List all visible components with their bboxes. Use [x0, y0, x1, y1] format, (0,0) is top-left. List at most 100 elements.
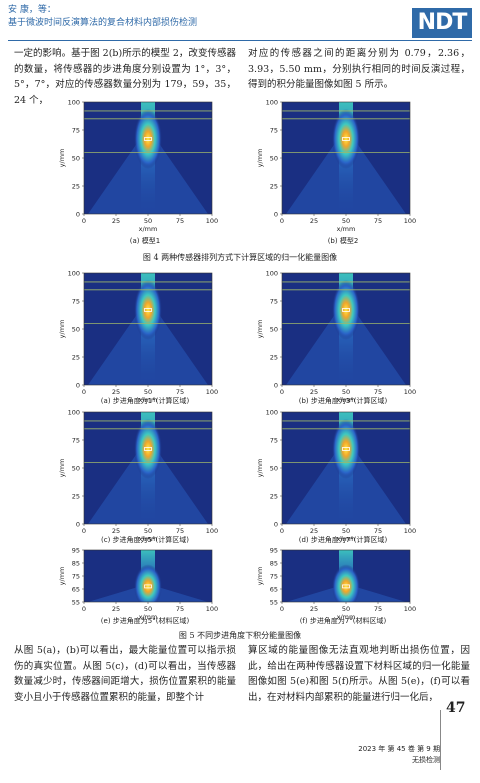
fig5b-ytick-4: 100: [266, 269, 278, 277]
fig5e-damage-marker: [144, 584, 152, 589]
journal-logo: NDT: [412, 8, 472, 38]
fig5a-xtick-3: 75: [176, 388, 184, 396]
fig5c-xtick-3: 75: [176, 527, 184, 535]
fig5b-ytick-0: 0: [274, 381, 278, 389]
fig4a-caption: (a) 模型1: [129, 237, 161, 245]
fig4-caption: 图 4 两种传感器排列方式下计算区域的归一化能量图像: [142, 253, 338, 262]
fig5f-hotspot: [332, 564, 360, 602]
fig4a-ytick-0: 0: [76, 210, 80, 218]
fig5c-xtick-4: 100: [206, 527, 218, 535]
fig5c-damage-marker: [144, 447, 152, 451]
fig5a-ytick-4: 100: [68, 269, 80, 277]
fig4a-ytick-4: 100: [68, 98, 80, 106]
fig4b-cone: [286, 138, 406, 214]
fig4a-xtick-1: 25: [112, 217, 120, 225]
fig5b-xtick-3: 75: [374, 388, 382, 396]
fig5f-ytick-4: 95: [270, 546, 278, 554]
fig5f-ytick-3: 85: [270, 559, 278, 567]
fig5e-plot: 0 25 50 75 100 55 65 75 85 95 x/mm y/mm: [58, 545, 218, 624]
fig4b-plot: 0 25 50 75 100 0 25 50 75 100 x/mm y/mm: [256, 97, 416, 236]
fig5d-xtick-2: 50: [342, 527, 350, 535]
fig5a-ytick-1: 25: [72, 353, 80, 361]
fig5d-xtick-1: 25: [310, 527, 318, 535]
fig5b-xtick-1: 25: [310, 388, 318, 396]
fig4a-ylabel: y/mm: [58, 149, 66, 168]
fig4a-ytick-3: 75: [72, 126, 80, 134]
fig5f-xtick-2: 50: [342, 605, 350, 613]
fig5c-caption: (c) 步进角度为5°(计算区域): [101, 536, 189, 544]
fig5b-plot: 0 25 50 75 100 0 25 50 75 100 x/mm y/mm: [256, 268, 416, 407]
fig5c-ytick-4: 100: [68, 408, 80, 416]
fig5e-xtick-2: 50: [144, 605, 152, 613]
fig5a-damage-marker: [144, 308, 152, 312]
fig4b-ytick-1: 25: [270, 182, 278, 190]
fig4a-xtick-4: 100: [206, 217, 218, 225]
fig5f-ylabel: y/mm: [256, 567, 264, 586]
fig5b-svg: 0 25 50 75 100 0 25 50 75 100 x/mm y/mm: [256, 269, 416, 404]
fig4b-xlabel: x/mm: [337, 225, 356, 233]
fig5b-ytick-1: 25: [270, 353, 278, 361]
fig4b-damage-marker: [342, 137, 350, 141]
fig4a-ytick-2: 50: [72, 154, 80, 162]
bottom-text-left: 从图 5(a)，(b)可以看出，最大能量位置可以指示损伤的真实位置。从图 5(c…: [14, 645, 236, 703]
fig4b-xtick-1: 25: [310, 217, 318, 225]
fig5e-xtick-0: 0: [82, 605, 86, 613]
fig5d-cone: [286, 448, 406, 524]
bottom-text-right: 算区域的能量图像无法直观地判断出损伤位置，因此，给出在两种传感器设置下材料区域的…: [248, 645, 470, 703]
fig5c-xlabel: x/mm: [139, 535, 158, 543]
fig5b-xlabel: x/mm: [337, 396, 356, 404]
fig5a-ytick-0: 0: [76, 381, 80, 389]
fig5d-ytick-2: 50: [270, 464, 278, 472]
fig4b-ytick-2: 50: [270, 154, 278, 162]
fig5a-ytick-3: 75: [72, 297, 80, 305]
fig5e-ytick-3: 85: [72, 559, 80, 567]
fig4b-caption: (b) 模型2: [327, 237, 359, 245]
fig5c-xtick-2: 50: [144, 527, 152, 535]
fig4a-cone: [88, 138, 208, 214]
fig5d-damage-marker: [342, 447, 350, 451]
fig5d-ytick-1: 25: [270, 492, 278, 500]
fig4a-ytick-1: 25: [72, 182, 80, 190]
fig5f-xlabel: x/mm: [337, 613, 356, 621]
fig5a-ylabel: y/mm: [58, 320, 66, 339]
fig5a-xtick-1: 25: [112, 388, 120, 396]
fig5f-xtick-1: 25: [310, 605, 318, 613]
fig5d-svg: 0 25 50 75 100 0 25 50 75 100 x/mm y/mm: [256, 408, 416, 543]
fig4a-damage-marker: [144, 137, 152, 141]
fig5c-ytick-3: 75: [72, 436, 80, 444]
fig5e-ytick-0: 55: [72, 598, 80, 606]
fig5e-ylabel: y/mm: [58, 567, 66, 586]
fig4b-ytick-4: 100: [266, 98, 278, 106]
fig5f-ytick-2: 75: [270, 572, 278, 580]
fig5d-xtick-3: 75: [374, 527, 382, 535]
fig5-caption: 图 5 不同步进角度下积分能量图像: [178, 631, 302, 640]
fig5d-hotspot: [332, 418, 360, 479]
fig5d-ytick-3: 75: [270, 436, 278, 444]
fig5f-xtick-3: 75: [374, 605, 382, 613]
fig5c-ytick-1: 25: [72, 492, 80, 500]
fig5b-xtick-0: 0: [280, 388, 284, 396]
fig5a-xtick-4: 100: [206, 388, 218, 396]
fig5e-xtick-1: 25: [112, 605, 120, 613]
fig4a-xtick-0: 0: [82, 217, 86, 225]
fig5a-xtick-0: 0: [82, 388, 86, 396]
fig5c-xtick-0: 0: [82, 527, 86, 535]
fig4b-hotspot: [332, 108, 360, 169]
fig5d-caption: (d) 步进角度为7°(计算区域): [298, 536, 388, 544]
fig4a-xtick-3: 75: [176, 217, 184, 225]
fig5f-ytick-0: 55: [270, 598, 278, 606]
fig5d-ylabel: y/mm: [256, 459, 264, 478]
fig5b-ytick-2: 50: [270, 325, 278, 333]
fig5e-ytick-2: 75: [72, 572, 80, 580]
fig5d-ytick-0: 0: [274, 520, 278, 528]
fig5a-hotspot: [134, 279, 162, 340]
fig5f-xtick-4: 100: [404, 605, 416, 613]
fig5e-caption: (e) 步进角度为5°(材料区域): [100, 617, 190, 625]
fig4b-ytick-3: 75: [270, 126, 278, 134]
fig5c-hotspot: [134, 418, 162, 479]
fig5e-ytick-1: 65: [72, 585, 80, 593]
fig5f-ytick-1: 65: [270, 585, 278, 593]
top-text-left: 一定的影响。基于图 2(b)所示的模型 2，改变传感器的数量，将传感器的步进角度…: [14, 48, 236, 106]
fig5f-plot: 0 25 50 75 100 55 65 75 85 95 x/mm y/mm: [256, 545, 416, 624]
fig5c-ytick-0: 0: [76, 520, 80, 528]
